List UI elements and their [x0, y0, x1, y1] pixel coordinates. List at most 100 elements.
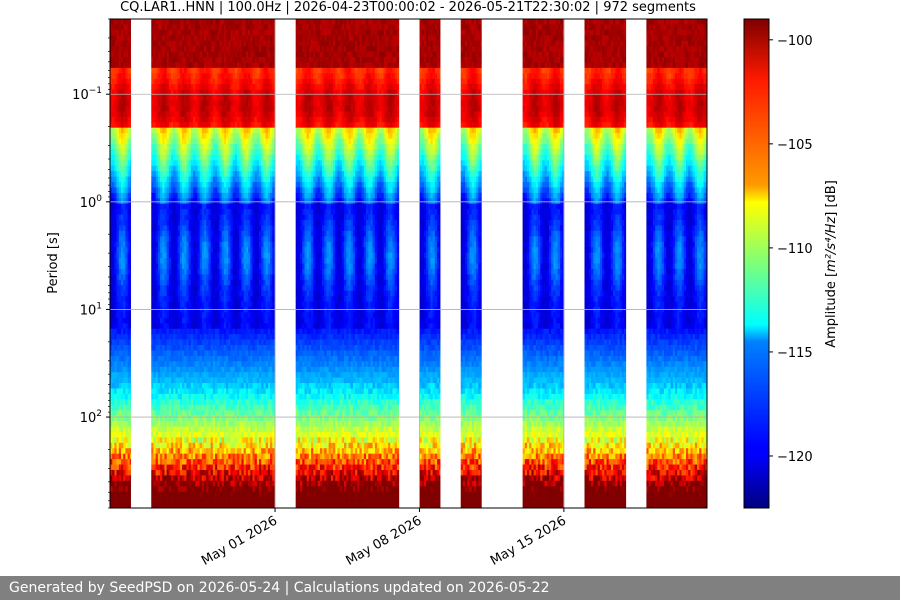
heatmap-cell [155, 486, 159, 493]
heatmap-cell [123, 491, 126, 498]
heatmap-cell [182, 138, 185, 145]
heatmap-cell [184, 122, 187, 129]
heatmap-cell [223, 105, 227, 112]
heatmap-cell [208, 252, 212, 259]
heatmap-cell [223, 225, 227, 232]
heatmap-cell [151, 475, 154, 482]
heatmap-cell [219, 127, 223, 134]
heatmap-cell [112, 116, 115, 123]
heatmap-cell [199, 171, 203, 177]
heatmap-cell [226, 230, 229, 237]
heatmap-cell [239, 426, 242, 433]
heatmap-cell [215, 459, 218, 465]
heatmap-cell [116, 105, 120, 112]
heatmap-cell [193, 89, 196, 96]
heatmap-cell [239, 350, 242, 357]
heatmap-cell [110, 431, 113, 438]
heatmap-cell [186, 399, 190, 406]
heatmap-cell [223, 502, 227, 508]
data-segment [151, 19, 276, 508]
heatmap-cell [215, 133, 218, 139]
heatmap-cell [186, 410, 190, 416]
heatmap-cell [116, 236, 120, 243]
heatmap-cell [177, 57, 181, 63]
heatmap-cell [188, 393, 192, 400]
heatmap-cell [210, 95, 214, 101]
heatmap-cell [168, 263, 172, 270]
heatmap-cell [208, 143, 212, 150]
heatmap-cell [162, 84, 165, 90]
heatmap-cell [116, 323, 120, 330]
heatmap-cell [215, 214, 218, 221]
heatmap-cell [164, 383, 168, 389]
heatmap-cell [110, 182, 113, 188]
heatmap-cell [160, 127, 163, 134]
heatmap-cell [116, 296, 120, 302]
heatmap-cell [228, 154, 231, 161]
heatmap-cell [199, 404, 203, 411]
heatmap-cell [121, 317, 124, 324]
heatmap-cell [164, 89, 168, 96]
heatmap-cell [204, 361, 207, 368]
heatmap-cell [116, 35, 120, 42]
heatmap-cell [195, 176, 198, 183]
heatmap-cell [166, 171, 170, 177]
heatmap-cell [155, 220, 159, 226]
heatmap-cell [114, 225, 117, 232]
heatmap-cell [250, 214, 253, 221]
heatmap-cell [116, 415, 120, 422]
heatmap-cell [210, 143, 214, 150]
heatmap-cell [230, 203, 234, 210]
heatmap-cell [243, 317, 247, 324]
heatmap-cell [177, 241, 181, 248]
heatmap-cell [199, 263, 203, 270]
heatmap-cell [168, 105, 172, 112]
heatmap-cell [186, 328, 190, 335]
heatmap-cell [182, 225, 185, 232]
heatmap-cell [223, 328, 227, 335]
heatmap-cell [190, 355, 194, 362]
heatmap-cell [212, 89, 216, 96]
heatmap-cell [168, 502, 172, 508]
heatmap-cell [193, 149, 196, 156]
heatmap-cell [177, 122, 181, 129]
heatmap-cell [160, 491, 163, 498]
heatmap-cell [237, 165, 240, 172]
heatmap-cell [197, 437, 201, 444]
heatmap-cell [204, 263, 207, 270]
heatmap-cell [234, 306, 238, 313]
heatmap-cell [210, 220, 214, 226]
heatmap-cell [204, 388, 207, 395]
heatmap-cell [199, 149, 203, 156]
heatmap-cell [182, 78, 185, 85]
heatmap-cell [230, 84, 234, 90]
heatmap-cell [206, 165, 209, 172]
heatmap-cell [157, 51, 161, 58]
heatmap-cell [168, 404, 172, 411]
heatmap-cell [197, 372, 201, 378]
heatmap-cell [151, 241, 154, 248]
heatmap-cell [197, 383, 201, 389]
heatmap-cell [217, 236, 220, 243]
heatmap-cell [182, 274, 185, 281]
heatmap-cell [234, 154, 238, 161]
heatmap-cell [177, 377, 181, 384]
heatmap-cell [212, 366, 216, 373]
heatmap-cell [204, 182, 207, 188]
heatmap-cell [110, 220, 113, 226]
heatmap-cell [173, 138, 176, 145]
heatmap-cell [217, 415, 220, 422]
heatmap-cell [110, 247, 113, 253]
heatmap-cell [129, 410, 131, 416]
heatmap-cell [184, 51, 187, 58]
heatmap-cell [157, 220, 161, 226]
heatmap-cell [160, 306, 163, 313]
heatmap-cell [228, 366, 231, 373]
heatmap-cell [160, 421, 163, 427]
heatmap-cell [230, 46, 234, 52]
heatmap-cell [182, 399, 185, 406]
heatmap-cell [125, 182, 128, 188]
heatmap-cell [164, 268, 168, 275]
heatmap-cell [248, 399, 251, 406]
heatmap-cell [160, 410, 163, 416]
